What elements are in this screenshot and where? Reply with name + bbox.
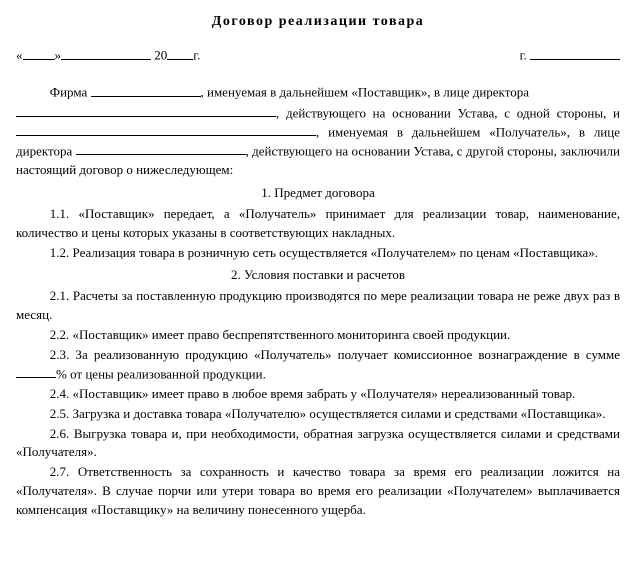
party2-blank <box>16 123 316 136</box>
date-city-row: «» 20г. г. <box>16 46 620 65</box>
year-suffix: г. <box>193 48 200 63</box>
preamble-text-2: , действующего на основании Устава, с од… <box>276 105 620 120</box>
section-1-head: 1. Предмет договора <box>16 184 620 203</box>
clause-2-3-b: % от цены реализованной продукции. <box>56 366 266 381</box>
firm-label: Фирма <box>50 85 87 100</box>
clause-2-7: 2.7. Ответственность за сохранность и ка… <box>16 463 620 520</box>
clause-1-1: 1.1. «Поставщик» передает, а «Получатель… <box>16 205 620 243</box>
clause-2-3-a: 2.3. За реализованную продукцию «Получат… <box>50 347 620 362</box>
preamble-line-1: Фирма , именуемая в дальнейшем «Поставщи… <box>16 83 620 102</box>
preamble-line-2: , действующего на основании Устава, с од… <box>16 104 620 180</box>
document-title: Договор реализации товара <box>16 12 620 32</box>
section-2-head: 2. Условия поставки и расчетов <box>16 266 620 285</box>
firm-name-blank <box>91 83 201 96</box>
clause-2-1: 2.1. Расчеты за поставленную продукцию п… <box>16 287 620 325</box>
month-blank <box>61 46 151 59</box>
date-left: «» 20г. <box>16 46 200 65</box>
city-label: г. <box>520 48 527 63</box>
day-blank <box>23 46 55 59</box>
year-blank <box>167 46 193 59</box>
clause-2-6: 2.6. Выгрузка товара и, при необходимост… <box>16 425 620 463</box>
percent-blank <box>16 365 56 378</box>
clause-1-2: 1.2. Реализация товара в розничную сеть … <box>16 244 620 263</box>
clause-2-5: 2.5. Загрузка и доставка товара «Получат… <box>16 405 620 424</box>
clause-2-2: 2.2. «Поставщик» имеет право беспрепятст… <box>16 326 620 345</box>
clause-2-4: 2.4. «Поставщик» имеет право в любое вре… <box>16 385 620 404</box>
year-prefix: 20 <box>154 48 167 63</box>
director1-blank <box>16 104 276 117</box>
city-right: г. <box>520 46 620 65</box>
preamble-text-1: , именуемая в дальнейшем «Поставщик», в … <box>201 85 529 100</box>
director2-blank <box>76 142 246 155</box>
clause-2-3: 2.3. За реализованную продукцию «Получат… <box>16 346 620 384</box>
city-blank <box>530 46 620 59</box>
